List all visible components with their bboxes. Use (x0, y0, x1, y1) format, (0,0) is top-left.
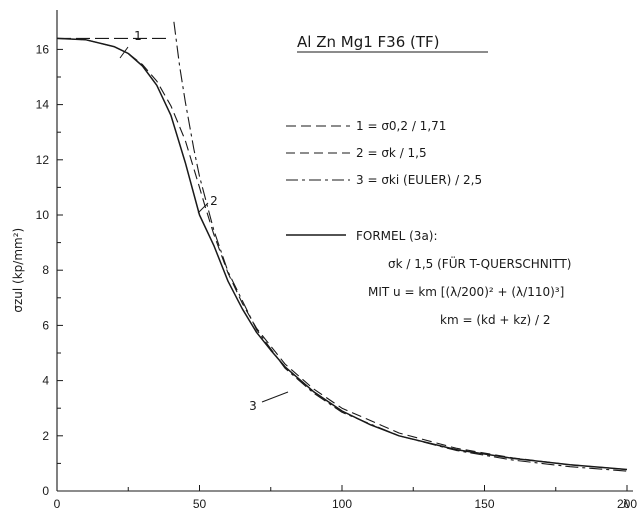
series-2 (56, 37, 628, 471)
y-tick-label: 10 (36, 208, 50, 222)
chart-title: Al Zn Mg1 F36 (TF) (297, 33, 440, 51)
x-axis-label: λ (623, 497, 629, 511)
curve-label-leader (119, 46, 129, 59)
legend-label-formel: FORMEL (3a): (356, 229, 438, 243)
formula-line-1: σk / 1,5 (FÜR T-QUERSCHNITT) (388, 255, 571, 271)
y-tick-label: 6 (42, 318, 49, 332)
legend-label-2: 2 = σk / 1,5 (356, 146, 427, 160)
y-axis-label: σzul (kp/mm²) (11, 228, 25, 313)
x-tick-label: 100 (332, 497, 352, 511)
series-formel-3a- (56, 37, 628, 471)
y-tick-label: 16 (36, 42, 50, 56)
x-tick-label: 150 (474, 497, 494, 511)
y-tick-label: 4 (42, 374, 49, 388)
legend-label-1: 1 = σ0,2 / 1,71 (356, 119, 446, 133)
curve-label-3: 3 (249, 399, 257, 413)
series-3 (173, 21, 628, 472)
x-tick-label: 0 (54, 497, 61, 511)
formula-line-3: km = (kd + kz) / 2 (440, 313, 551, 327)
x-tick-label: 200 (617, 497, 637, 511)
curve-label-leader (197, 202, 209, 214)
y-tick-label: 14 (36, 98, 50, 112)
y-tick-label: 12 (36, 153, 50, 167)
y-tick-label: 8 (42, 263, 49, 277)
curve-label-2: 2 (210, 194, 218, 208)
curve-label-1: 1 (134, 29, 142, 43)
y-tick-label: 0 (42, 484, 49, 498)
legend-label-3: 3 = σki (EULER) / 2,5 (356, 173, 482, 187)
x-tick-label: 50 (193, 497, 207, 511)
y-tick-label: 2 (42, 429, 49, 443)
formula-line-2: MIT u = km [(λ/200)² + (λ/110)³] (368, 285, 564, 299)
curve-label-leader (261, 391, 289, 403)
